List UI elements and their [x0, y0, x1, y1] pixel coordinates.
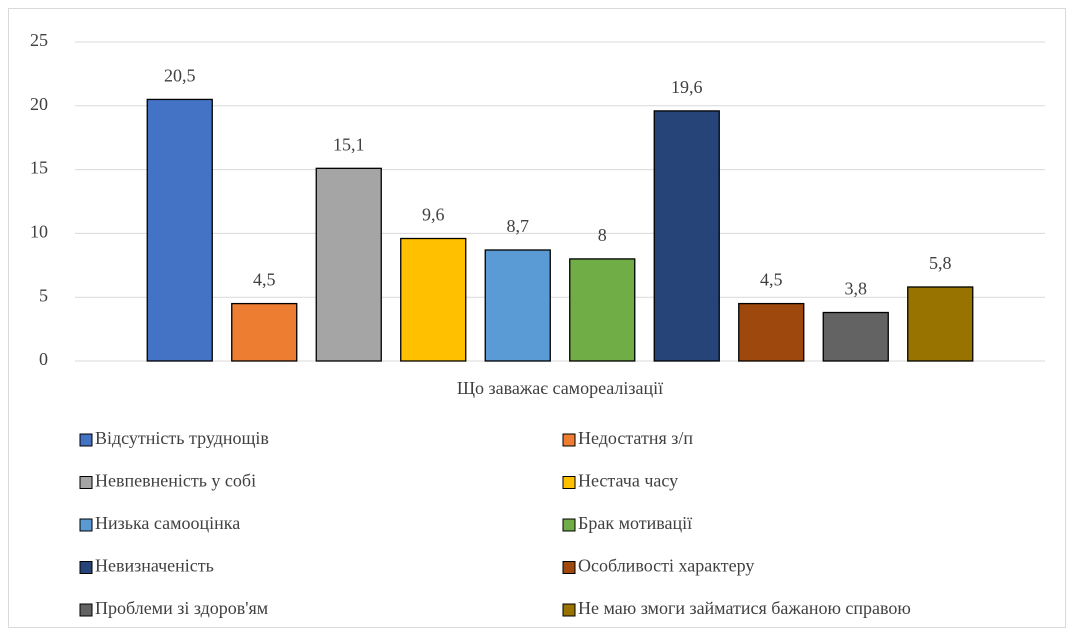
y-tick-label: 25	[30, 30, 48, 50]
legend-swatch	[79, 433, 93, 447]
legend-label: Проблеми зі здоров'ям	[95, 598, 268, 618]
legend-swatch	[79, 476, 93, 489]
legend-label: Невпевненість у собі	[95, 471, 256, 491]
data-label: 4,5	[760, 270, 783, 290]
legend-swatch	[79, 518, 93, 532]
y-tick-label: 10	[30, 222, 48, 242]
legend-swatch	[79, 561, 93, 574]
bar	[738, 302, 805, 362]
data-label: 4,5	[253, 270, 276, 290]
bar	[484, 249, 551, 362]
y-tick-label: 5	[39, 285, 48, 305]
y-tick-label: 15	[30, 158, 48, 178]
legend-label: Не маю змоги займатися бажаною справою	[578, 598, 911, 618]
data-label: 5,8	[929, 253, 952, 273]
legend-label: Недостатня з/п	[578, 428, 693, 448]
x-tick-label: Що заважає самореалізації	[457, 378, 663, 398]
data-label: 20,5	[164, 66, 196, 86]
legend-label: Невизначеність	[95, 556, 214, 576]
bar	[146, 98, 213, 362]
bar	[231, 302, 298, 362]
legend-swatch	[562, 433, 576, 447]
bar	[315, 167, 382, 362]
data-label: 3,8	[845, 279, 868, 299]
bar	[822, 311, 889, 362]
legend-swatch	[562, 561, 576, 574]
data-label: 15,1	[333, 134, 365, 154]
legend-swatch	[79, 603, 93, 617]
data-label: 8	[598, 225, 607, 245]
bar	[569, 258, 636, 362]
legend-swatch	[562, 518, 576, 532]
bar	[907, 286, 974, 362]
legend-label: Брак мотивації	[578, 513, 692, 533]
legend-label: Нестача часу	[578, 471, 678, 491]
data-label: 19,6	[671, 77, 703, 97]
legend-label: Особливості характеру	[578, 556, 754, 576]
data-label: 9,6	[422, 205, 445, 225]
bar	[653, 110, 720, 362]
y-tick-label: 20	[30, 94, 48, 114]
legend-label: Низька самооцінка	[95, 513, 240, 533]
legend-swatch	[562, 476, 576, 489]
bar	[400, 237, 467, 362]
y-tick-label: 0	[39, 349, 48, 369]
data-label: 8,7	[507, 216, 530, 236]
legend-label: Відсутність труднощів	[95, 428, 269, 448]
legend-swatch	[562, 603, 576, 617]
